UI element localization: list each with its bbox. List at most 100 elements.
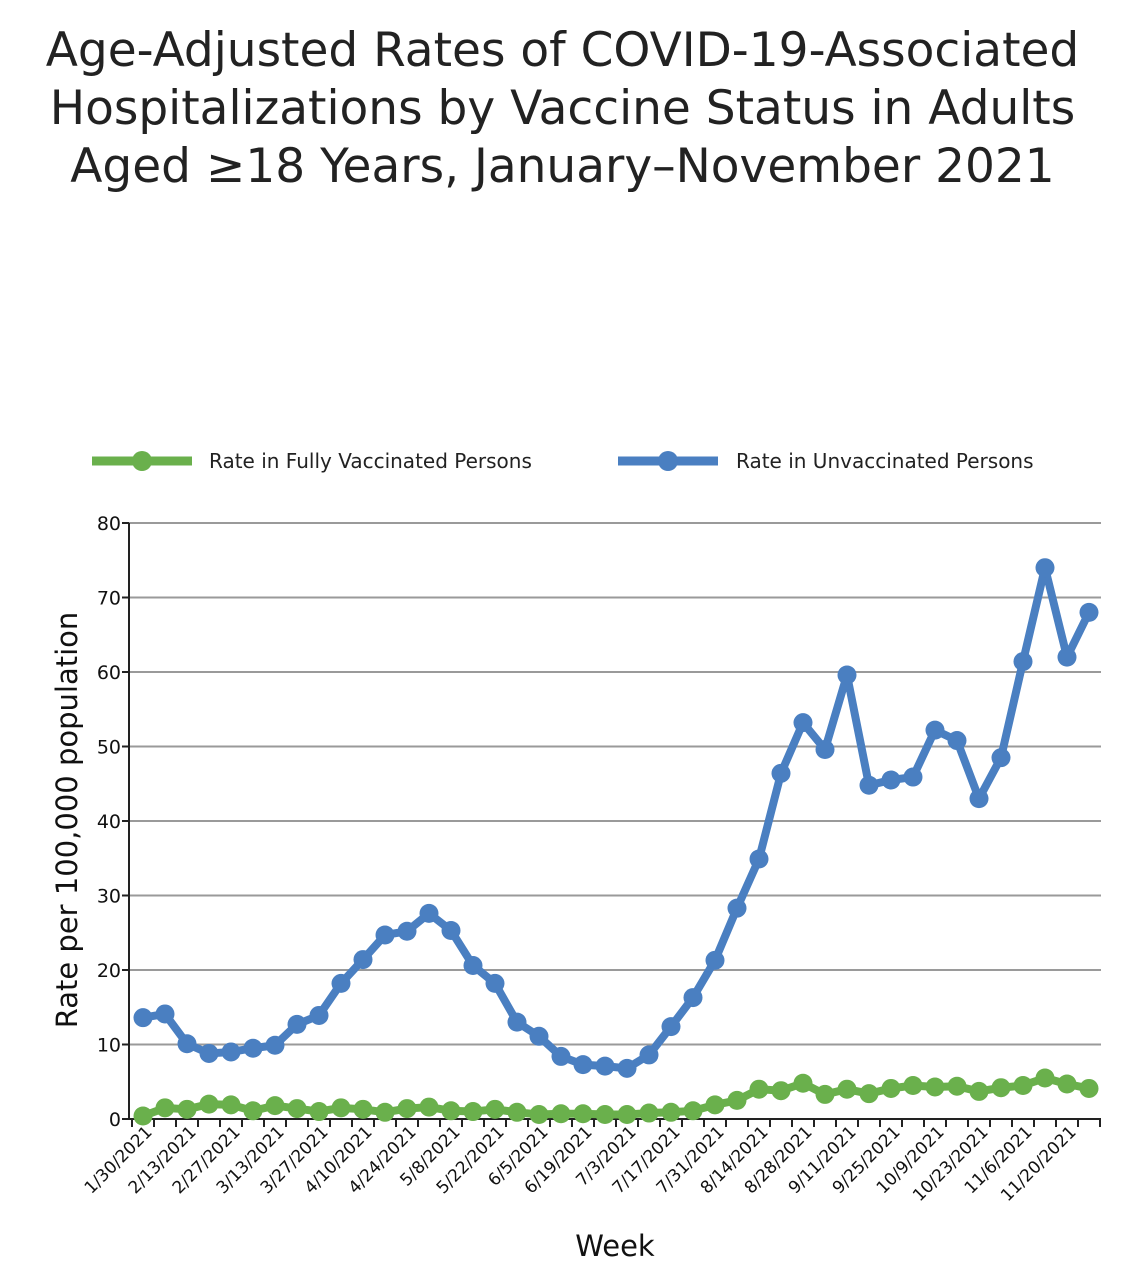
data-point: [705, 950, 725, 970]
data-point: [683, 1101, 703, 1121]
data-point: [1035, 558, 1055, 578]
data-point: [991, 1078, 1011, 1098]
data-point: [463, 956, 483, 976]
data-point: [727, 1090, 747, 1110]
y-tick-label: 0: [109, 1109, 121, 1131]
data-point: [925, 1077, 945, 1097]
data-point: [815, 739, 835, 759]
data-point: [1057, 647, 1077, 667]
data-point: [221, 1095, 241, 1115]
data-point: [639, 1045, 659, 1065]
data-point: [573, 1104, 593, 1124]
data-point: [485, 973, 505, 993]
data-point: [243, 1038, 263, 1058]
data-point: [309, 1005, 329, 1025]
data-point: [1013, 1075, 1033, 1095]
data-point: [1079, 602, 1099, 622]
data-point: [859, 1084, 879, 1104]
data-point: [155, 1004, 175, 1024]
series-unvaccinated: [133, 558, 1099, 1078]
data-point: [177, 1099, 197, 1119]
data-point: [925, 720, 945, 740]
data-point: [331, 973, 351, 993]
data-point: [683, 988, 703, 1008]
data-point: [419, 903, 439, 923]
data-point: [551, 1046, 571, 1066]
y-tick-label: 70: [97, 588, 121, 610]
legend-label: Rate in Fully Vaccinated Persons: [209, 449, 532, 473]
data-point: [837, 665, 857, 685]
data-point: [903, 1075, 923, 1095]
data-point: [155, 1098, 175, 1118]
data-point: [309, 1102, 329, 1122]
data-point: [771, 763, 791, 783]
data-point: [947, 731, 967, 751]
data-point: [573, 1055, 593, 1075]
data-point: [243, 1101, 263, 1121]
legend-label: Rate in Unvaccinated Persons: [736, 449, 1034, 473]
y-tick-label: 80: [97, 513, 121, 535]
data-point: [199, 1094, 219, 1114]
data-point: [375, 1102, 395, 1122]
data-point: [133, 1106, 153, 1126]
data-point: [375, 925, 395, 945]
y-tick-label: 20: [97, 960, 121, 982]
data-point: [331, 1098, 351, 1118]
data-point: [793, 1073, 813, 1093]
data-point: [287, 1014, 307, 1034]
data-point: [815, 1084, 835, 1104]
data-point: [881, 770, 901, 790]
x-axis-title: Week: [575, 1229, 655, 1263]
legend-item: Rate in Fully Vaccinated Persons: [92, 449, 532, 473]
data-point: [969, 789, 989, 809]
data-point: [441, 1101, 461, 1121]
data-point: [837, 1079, 857, 1099]
data-point: [397, 1099, 417, 1119]
y-tick-label: 60: [97, 662, 121, 684]
data-point: [639, 1103, 659, 1123]
data-point: [507, 1102, 527, 1122]
data-point: [353, 950, 373, 970]
data-point: [1035, 1068, 1055, 1088]
y-tick-label: 30: [97, 886, 121, 908]
data-point: [727, 898, 747, 918]
legend-item: Rate in Unvaccinated Persons: [618, 449, 1034, 473]
data-point: [1057, 1074, 1077, 1094]
data-point: [507, 1012, 527, 1032]
data-point: [1079, 1078, 1099, 1098]
data-point: [133, 1008, 153, 1028]
y-tick-label: 40: [97, 811, 121, 833]
data-point: [947, 1076, 967, 1096]
data-point: [771, 1081, 791, 1101]
data-point: [881, 1078, 901, 1098]
data-point: [969, 1081, 989, 1101]
data-point: [485, 1099, 505, 1119]
data-point: [441, 921, 461, 941]
data-point: [859, 775, 879, 795]
data-point: [617, 1058, 637, 1078]
legend-swatch-marker: [658, 451, 678, 471]
data-point: [265, 1035, 285, 1055]
data-point: [991, 748, 1011, 768]
data-point: [661, 1017, 681, 1037]
series-line: [139, 563, 1093, 1073]
series-line: [139, 1074, 1093, 1121]
data-point: [903, 767, 923, 787]
data-point: [353, 1099, 373, 1119]
data-point: [419, 1097, 439, 1117]
legend: Rate in Fully Vaccinated Persons Rate in …: [92, 449, 1034, 473]
y-tick-label: 10: [97, 1035, 121, 1057]
series-fully-vaccinated: [133, 1068, 1099, 1126]
data-point: [397, 921, 417, 941]
data-point: [287, 1099, 307, 1119]
data-point: [529, 1026, 549, 1046]
y-tick-label: 50: [97, 737, 121, 759]
data-point: [265, 1096, 285, 1116]
data-point: [749, 849, 769, 869]
data-point: [1013, 652, 1033, 672]
data-point: [617, 1105, 637, 1125]
data-point: [529, 1105, 549, 1125]
data-point: [749, 1079, 769, 1099]
data-point: [551, 1104, 571, 1124]
